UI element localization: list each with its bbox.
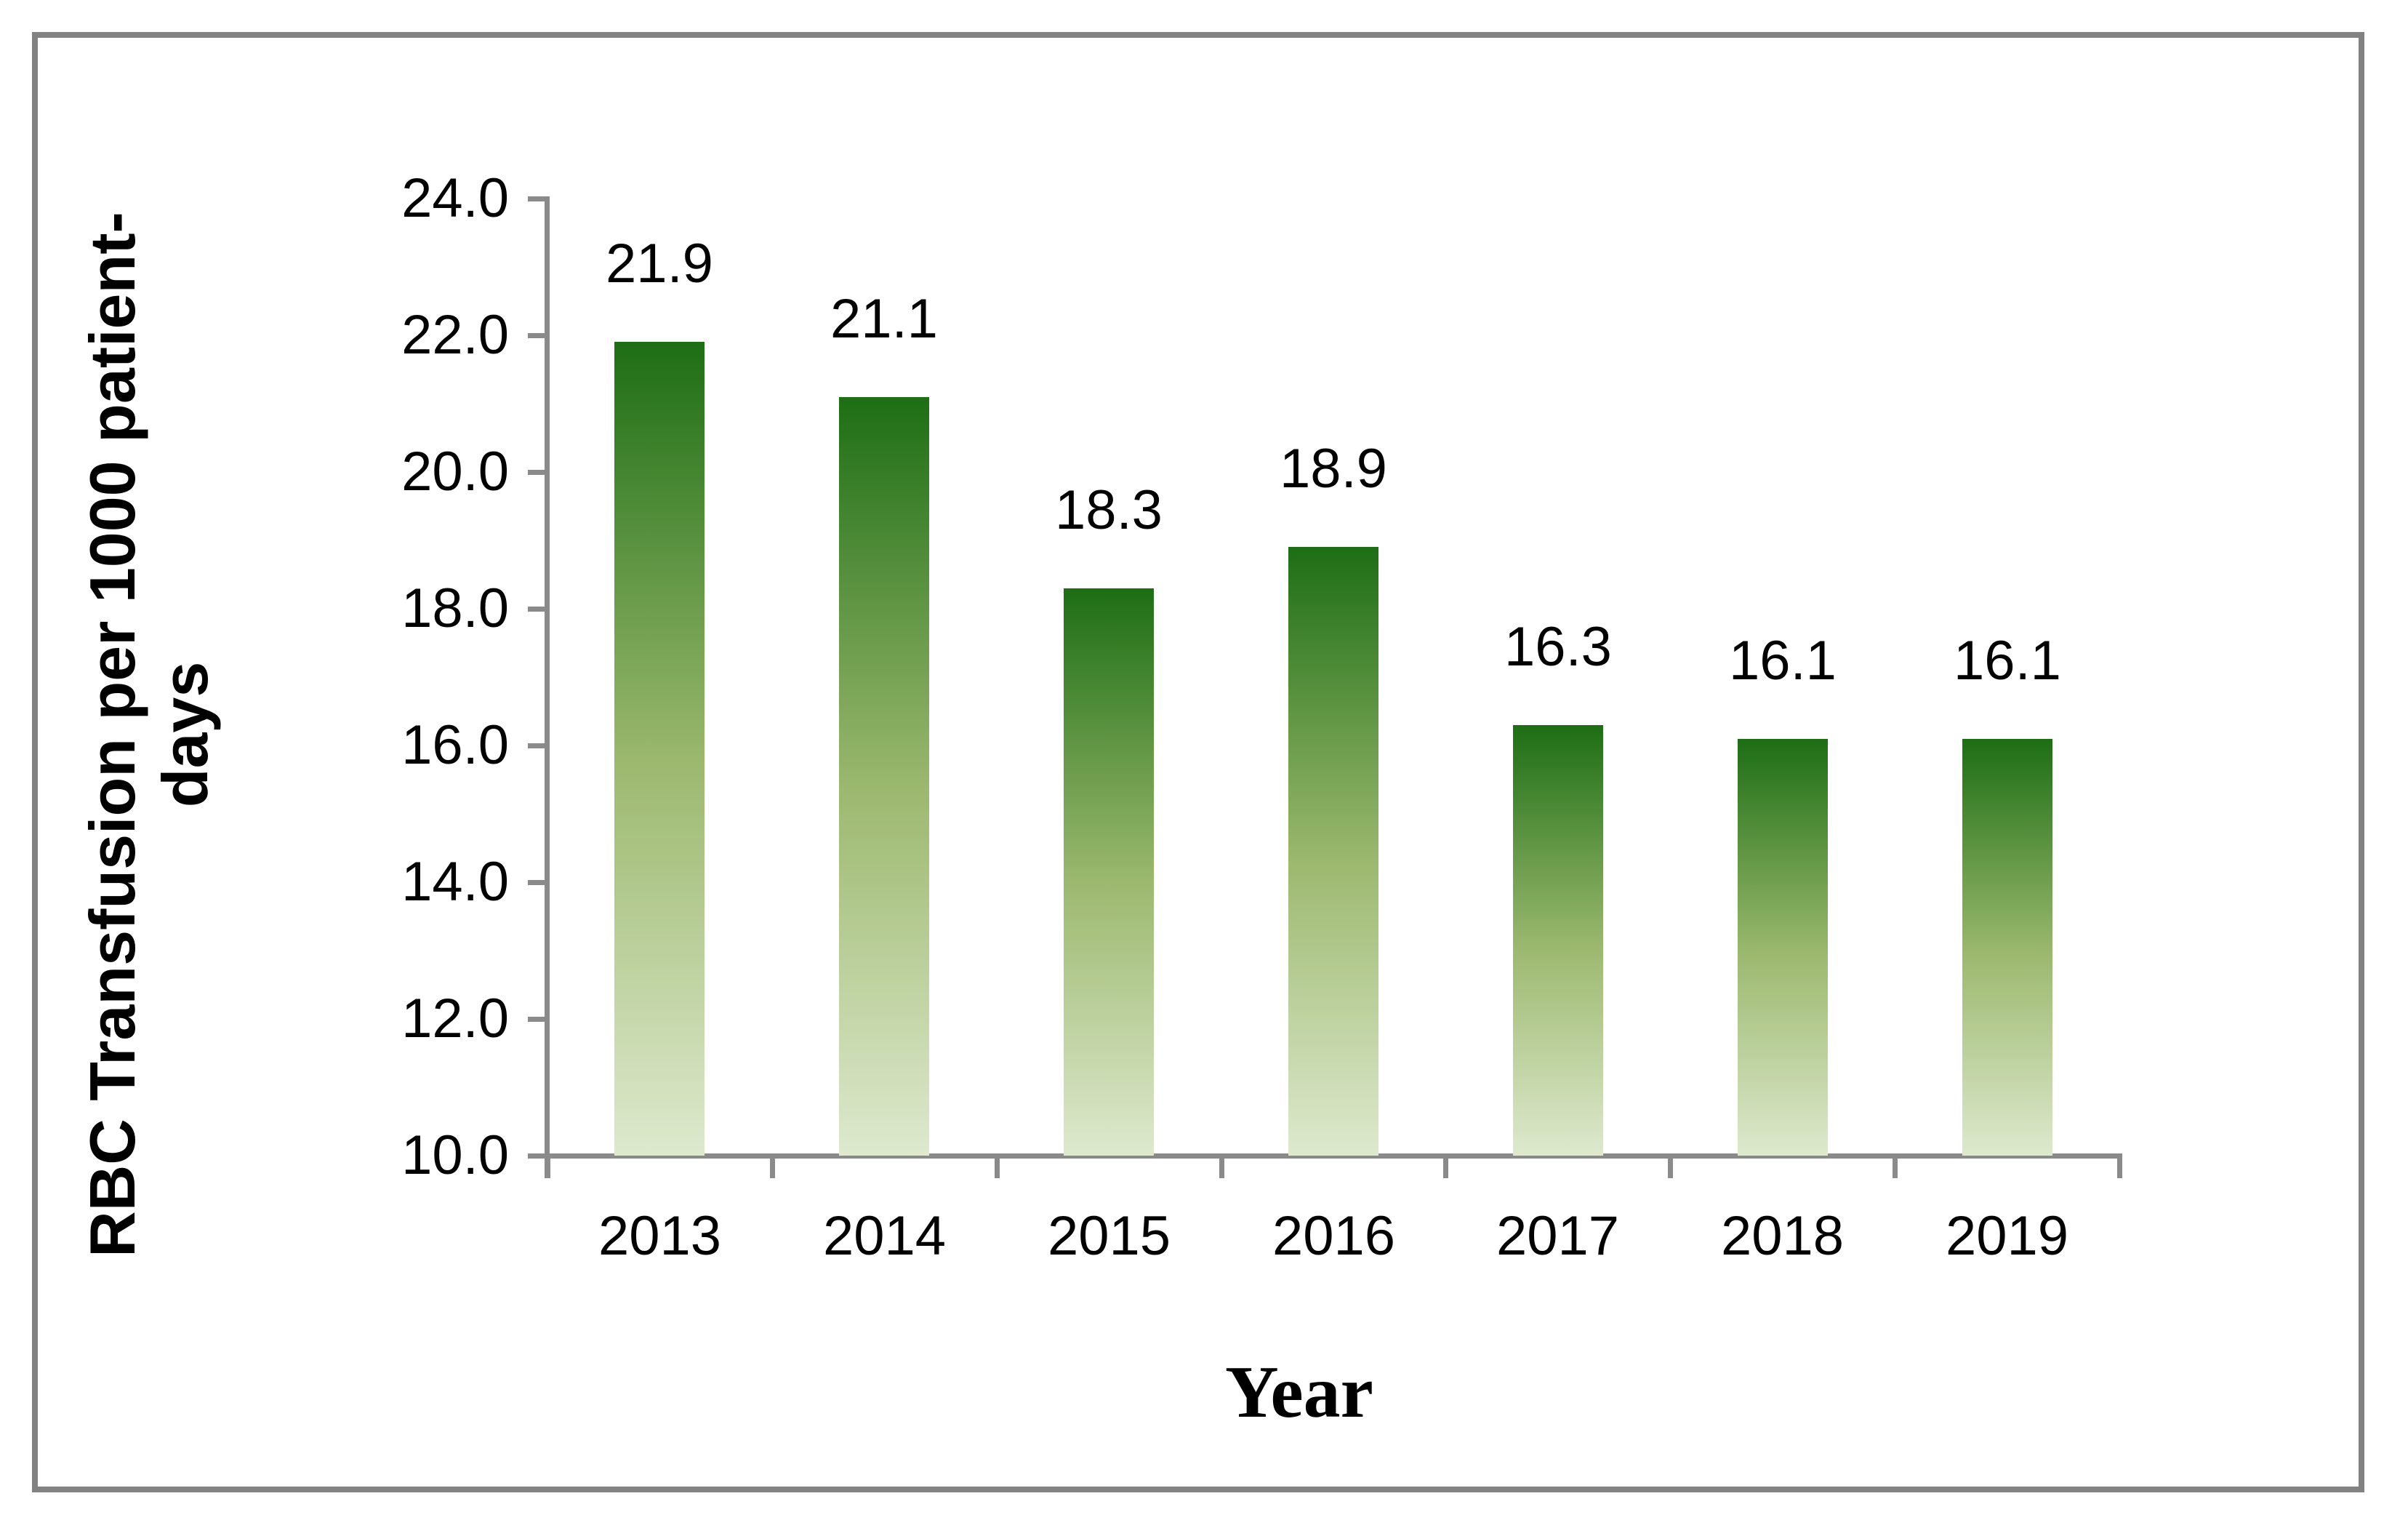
bar-2017 bbox=[1513, 725, 1603, 1156]
y-axis-tick bbox=[528, 470, 547, 475]
bar-value-label: 16.3 bbox=[1504, 616, 1612, 678]
x-axis-category-label: 2016 bbox=[1272, 1205, 1396, 1267]
bar-value-label: 18.3 bbox=[1055, 479, 1163, 541]
bar-value-label: 21.1 bbox=[830, 288, 938, 350]
x-axis-category-label: 2014 bbox=[822, 1205, 947, 1267]
bar-value-label: 18.9 bbox=[1280, 438, 1387, 500]
x-axis-title: Year bbox=[1225, 1351, 1373, 1433]
x-axis-tick bbox=[1219, 1156, 1224, 1178]
bar-value-label: 16.1 bbox=[1954, 630, 2061, 692]
y-axis-tick bbox=[528, 1017, 547, 1022]
x-axis-tick bbox=[1443, 1156, 1448, 1178]
x-axis-tick bbox=[995, 1156, 1000, 1178]
x-axis-tick bbox=[770, 1156, 775, 1178]
y-axis-tick-label: 20.0 bbox=[401, 441, 509, 503]
y-axis-tick bbox=[528, 333, 547, 338]
bar-2013 bbox=[614, 342, 705, 1156]
bar-2016 bbox=[1288, 547, 1378, 1156]
y-axis-tick-label: 16.0 bbox=[401, 714, 509, 776]
bar-2015 bbox=[1064, 588, 1154, 1156]
x-axis-category-label: 2018 bbox=[1720, 1205, 1845, 1267]
y-axis-tick bbox=[528, 743, 547, 748]
y-axis-tick-label: 14.0 bbox=[401, 851, 509, 913]
x-axis-category-label: 2013 bbox=[598, 1205, 722, 1267]
bar-2014 bbox=[839, 397, 929, 1156]
bar-2018 bbox=[1738, 739, 1828, 1156]
bar-2019 bbox=[1962, 739, 2052, 1156]
y-axis-tick-label: 24.0 bbox=[401, 167, 509, 229]
y-axis-line bbox=[545, 196, 550, 1178]
x-axis-category-label: 2017 bbox=[1496, 1205, 1620, 1267]
x-axis-line bbox=[528, 1153, 2122, 1159]
y-axis-tick-label: 10.0 bbox=[401, 1124, 509, 1186]
x-axis-tick bbox=[545, 1156, 550, 1178]
y-axis-tick bbox=[528, 196, 547, 201]
y-axis-tick-label: 12.0 bbox=[401, 988, 509, 1049]
bar-value-label: 16.1 bbox=[1729, 630, 1837, 692]
bar-value-label: 21.9 bbox=[606, 233, 713, 295]
x-axis-tick bbox=[2117, 1156, 2122, 1178]
y-axis-tick bbox=[528, 1153, 547, 1159]
x-axis-tick bbox=[1893, 1156, 1898, 1178]
y-axis-tick-label: 18.0 bbox=[401, 577, 509, 639]
x-axis-category-label: 2015 bbox=[1047, 1205, 1171, 1267]
x-axis-tick bbox=[1668, 1156, 1673, 1178]
y-axis-tick bbox=[528, 880, 547, 885]
x-axis-category-label: 2019 bbox=[1945, 1205, 2069, 1267]
y-axis-tick bbox=[528, 607, 547, 612]
y-axis-tick-label: 22.0 bbox=[401, 304, 509, 366]
